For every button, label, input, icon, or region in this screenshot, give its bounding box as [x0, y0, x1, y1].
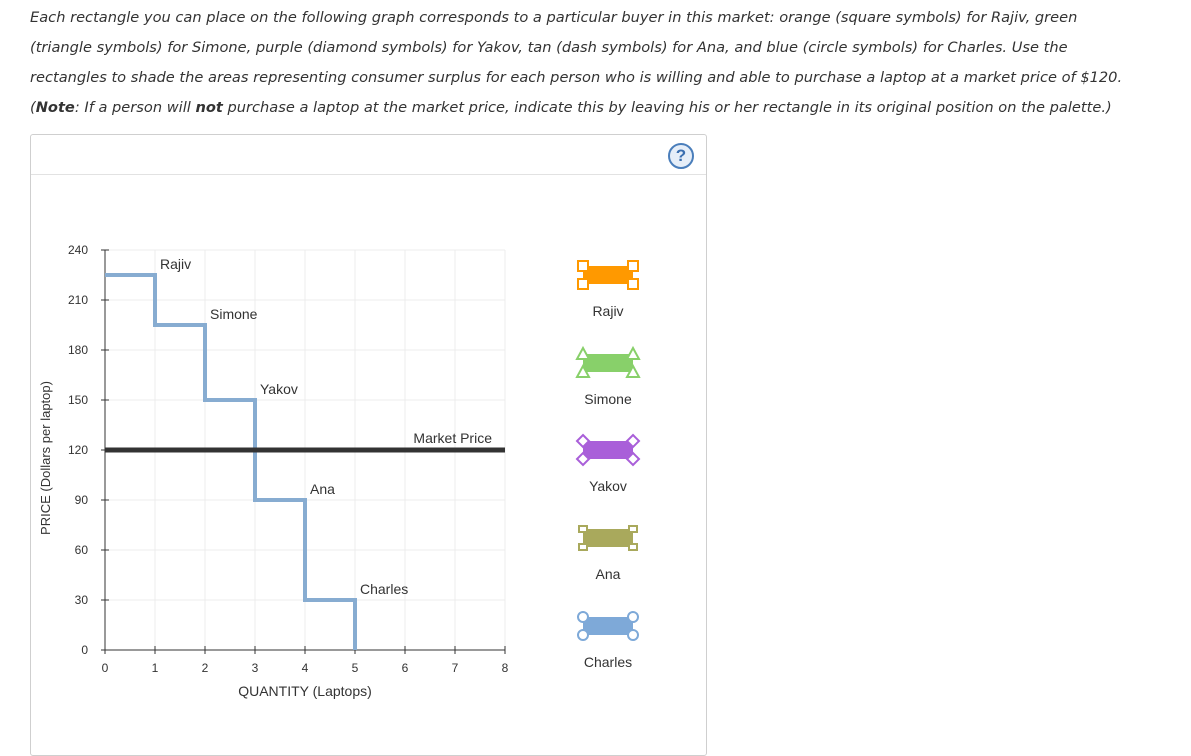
surplus-rectangle-simone[interactable]: [583, 354, 633, 372]
demand-steps: [105, 273, 357, 650]
consumer-surplus-graph[interactable]: 0 1 2 3 4 5 6 7 8 0 30 60 90 120 150 180 210 240 QUANTITY …: [30, 174, 705, 733]
step-label-charles: Charles: [360, 581, 408, 597]
triangle-handle-icon[interactable]: [625, 345, 641, 360]
palette-label-rajiv: Rajiv: [592, 303, 623, 319]
surplus-rectangle-charles[interactable]: [583, 617, 633, 635]
note-not: not: [195, 99, 223, 116]
palette-label-yakov: Yakov: [589, 478, 627, 494]
palette-label-simone: Simone: [584, 391, 632, 407]
y-tick-label: 240: [68, 243, 88, 257]
x-tick-label: 5: [352, 661, 359, 675]
square-handle-icon[interactable]: [577, 278, 589, 290]
note-text-1: : If a person will: [74, 99, 196, 116]
triangle-handle-icon[interactable]: [575, 345, 591, 360]
circle-handle-icon[interactable]: [627, 629, 639, 641]
y-tick-label: 180: [68, 343, 88, 357]
step-label-simone: Simone: [210, 306, 258, 322]
note-paren: (: [30, 99, 36, 116]
x-tick-label: 7: [452, 661, 459, 675]
step-label-ana: Ana: [310, 481, 335, 497]
chart-labels: Rajiv Simone Yakov Ana Charles: [160, 256, 408, 597]
diamond-handle-icon[interactable]: [625, 433, 641, 449]
step-label-yakov: Yakov: [260, 381, 298, 397]
surplus-rectangle-ana[interactable]: [583, 529, 633, 547]
demand-step-curve: [105, 273, 357, 650]
instructions-line-1: Each rectangle you can place on the foll…: [30, 9, 1078, 26]
x-tick-label: 6: [402, 661, 409, 675]
palette-item-simone[interactable]: Simone: [575, 345, 641, 407]
instructions: Each rectangle you can place on the foll…: [30, 3, 1180, 123]
y-axis-title: PRICE (Dollars per laptop): [38, 381, 53, 535]
axes: 0 1 2 3 4 5 6 7 8 0 30 60 90 120 150 180 210 240 QUANTITY …: [38, 243, 509, 699]
diamond-handle-icon[interactable]: [575, 451, 591, 467]
step-label-rajiv: Rajiv: [160, 256, 191, 272]
x-tick-label: 1: [152, 661, 159, 675]
palette: Rajiv Simone Yakov Ana Charles: [575, 260, 641, 670]
instructions-line-2: (triangle symbols) for Simone, purple (d…: [30, 39, 1068, 56]
circle-handle-icon[interactable]: [577, 629, 589, 641]
square-handle-icon[interactable]: [627, 278, 639, 290]
y-tick-label: 150: [68, 393, 88, 407]
dash-handle-icon[interactable]: [578, 543, 588, 551]
square-handle-icon[interactable]: [627, 260, 639, 272]
panel-header: ?: [31, 135, 706, 175]
square-handle-icon[interactable]: [577, 260, 589, 272]
palette-item-ana[interactable]: Ana: [578, 525, 638, 582]
instructions-line-3: rectangles to shade the areas representi…: [30, 69, 1123, 86]
dash-handle-icon[interactable]: [578, 525, 588, 533]
circle-handle-icon[interactable]: [577, 611, 589, 623]
x-tick-label: 2: [202, 661, 209, 675]
note-text-2: purchase a laptop at the market price, i…: [222, 99, 1112, 116]
x-axis-title: QUANTITY (Laptops): [238, 683, 372, 699]
y-tick-label: 60: [75, 543, 89, 557]
palette-label-ana: Ana: [596, 566, 621, 582]
instructions-note: (Note: If a person will not purchase a l…: [30, 93, 1180, 123]
palette-item-charles[interactable]: Charles: [577, 611, 639, 670]
surplus-rectangle-yakov[interactable]: [583, 441, 633, 459]
palette-item-rajiv[interactable]: Rajiv: [577, 260, 639, 319]
x-tick-label: 8: [502, 661, 509, 675]
surplus-rectangle-rajiv[interactable]: [583, 266, 633, 284]
x-tick-label: 0: [102, 661, 109, 675]
triangle-handle-icon[interactable]: [575, 363, 591, 378]
diamond-handle-icon[interactable]: [575, 433, 591, 449]
x-tick-label: 3: [252, 661, 259, 675]
dash-handle-icon[interactable]: [628, 525, 638, 533]
palette-label-charles: Charles: [584, 654, 632, 670]
help-question-icon: ?: [675, 146, 687, 165]
y-tick-label: 30: [75, 593, 89, 607]
palette-item-yakov[interactable]: Yakov: [575, 433, 641, 494]
y-tick-label: 120: [68, 443, 88, 457]
market-price-label: Market Price: [413, 430, 492, 446]
market-price-line-group[interactable]: Market Price: [105, 430, 505, 453]
triangle-handle-icon[interactable]: [625, 363, 641, 378]
help-button[interactable]: ?: [668, 143, 694, 169]
circle-handle-icon[interactable]: [627, 611, 639, 623]
dash-handle-icon[interactable]: [628, 543, 638, 551]
y-tick-label: 210: [68, 293, 88, 307]
x-tick-label: 4: [302, 661, 309, 675]
note-label: Note: [35, 99, 75, 116]
y-tick-label: 0: [81, 643, 88, 657]
y-tick-label: 90: [75, 493, 89, 507]
diamond-handle-icon[interactable]: [625, 451, 641, 467]
